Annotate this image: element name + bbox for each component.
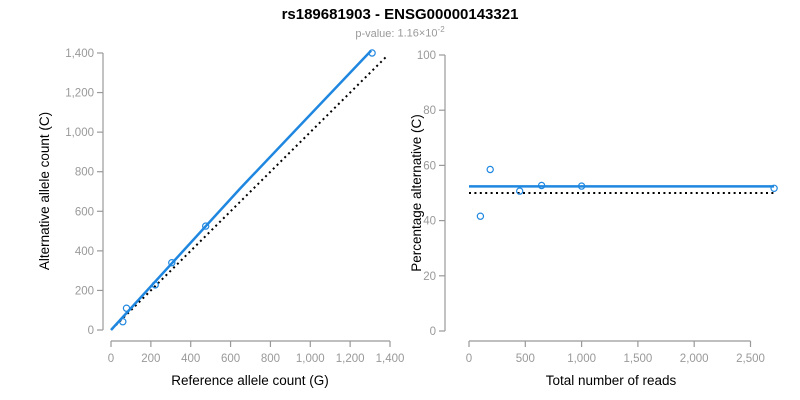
data-point <box>486 165 494 174</box>
y-tick-label: 0 <box>430 326 436 338</box>
x-tick-label: 200 <box>141 353 160 365</box>
y-tick-label: 600 <box>75 206 94 218</box>
x-axis: 0 500 1,000 1,500 2,000 2,500 <box>466 340 765 365</box>
identity-line <box>111 55 388 330</box>
x-axis-title: Total number of reads <box>546 373 677 388</box>
y-tick-label: 60 <box>423 160 436 172</box>
y-axis: 0 20 40 60 80 100 <box>417 50 446 338</box>
page-title: rs189681903 - ENSG00000143321 <box>281 6 519 23</box>
y-tick-label: 800 <box>75 167 94 179</box>
data-point <box>151 281 159 289</box>
x-tick-label: 800 <box>261 353 280 365</box>
x-tick-label: 600 <box>221 353 240 365</box>
y-tick-label: 1,000 <box>65 127 94 139</box>
data-point <box>476 212 485 220</box>
y-tick-label: 40 <box>423 216 436 228</box>
x-tick-label: 400 <box>181 353 200 365</box>
x-tick-label: 1,000 <box>567 353 596 365</box>
y-tick-label: 200 <box>75 285 94 297</box>
y-tick-label: 400 <box>75 246 94 258</box>
x-tick-label: 500 <box>516 353 535 365</box>
data-point <box>168 259 176 267</box>
data-point <box>516 187 524 195</box>
x-tick-label: 1,500 <box>624 353 653 365</box>
x-tick-label: 1,400 <box>376 353 405 365</box>
y-axis-title: Percentage alternative (C) <box>409 114 424 272</box>
x-tick-label: 2,500 <box>736 353 765 365</box>
pvalue-subtitle: p-value: 1.16×10-2 <box>0 25 800 40</box>
y-tick-label: 80 <box>423 105 436 117</box>
x-tick-label: 2,000 <box>680 353 709 365</box>
data-point <box>201 222 210 230</box>
data-point <box>368 49 376 57</box>
data-point <box>770 184 778 192</box>
data-point <box>577 182 586 190</box>
x-axis: 0 200 400 600 800 1,000 1,200 1,400 <box>108 340 405 365</box>
y-tick-label: 0 <box>88 325 94 337</box>
data-point <box>119 318 127 326</box>
fit-line <box>110 49 373 331</box>
data-point <box>122 304 131 312</box>
x-axis-title: Reference allele count (G) <box>171 373 329 388</box>
data-points <box>119 49 376 326</box>
left-plot: 0 200 400 600 800 1,000 1,200 1,400 0 200 400 600 80… <box>37 48 404 388</box>
x-tick-label: 0 <box>466 353 472 365</box>
x-tick-label: 1,000 <box>296 353 325 365</box>
x-tick-label: 1,200 <box>336 353 365 365</box>
y-tick-label: 20 <box>423 271 436 283</box>
pvalue-label: p-value: <box>355 27 395 40</box>
y-tick-label: 100 <box>417 50 436 62</box>
y-tick-label: 1,400 <box>65 48 94 60</box>
pvalue-exponent: -2 <box>437 25 445 34</box>
y-tick-label: 1,200 <box>65 88 94 100</box>
pvalue-base: 1.16×10 <box>397 27 438 40</box>
data-points <box>476 165 778 220</box>
y-axis: 0 200 400 600 800 1,000 1,200 1,400 <box>65 48 104 337</box>
right-plot: 0 20 40 60 80 100 0 500 1,000 1,500 2,000 2,500 Tota… <box>409 50 778 388</box>
x-tick-label: 0 <box>108 353 114 365</box>
data-point <box>537 181 546 190</box>
y-axis-title: Alternative allele count (C) <box>37 112 52 270</box>
